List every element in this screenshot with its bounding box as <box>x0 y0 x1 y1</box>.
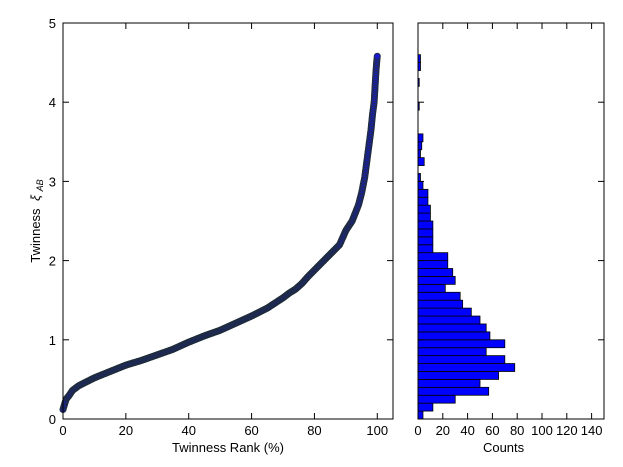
histogram-bar <box>417 291 461 301</box>
histogram-bar <box>417 299 464 309</box>
x-tick-label: 40 <box>460 423 474 438</box>
x-tick-label: 40 <box>181 423 195 438</box>
scatter-points <box>59 52 381 413</box>
histogram-bar <box>417 331 491 341</box>
histogram-bar <box>417 371 499 380</box>
histogram-bar <box>417 141 423 151</box>
scatter-point <box>373 52 381 60</box>
y-tick-label: 3 <box>49 174 56 189</box>
histogram-bar <box>417 347 487 357</box>
histogram-bar <box>417 323 487 333</box>
histogram-bar <box>417 355 506 364</box>
x-tick-label: 120 <box>556 423 578 438</box>
histogram-bar <box>417 188 429 198</box>
histogram-bar <box>417 394 456 404</box>
histogram-bar <box>417 252 449 261</box>
x-tick-label: 80 <box>510 423 524 438</box>
histogram-bar <box>417 180 424 190</box>
x-tick-label: 100 <box>366 423 388 438</box>
scatter-y-axis-label: Twinness ξ AB <box>28 179 45 262</box>
histogram-bar <box>417 268 454 277</box>
histogram-axes-frame <box>417 22 605 420</box>
histogram-bar <box>417 228 434 238</box>
histogram-bar <box>417 307 472 317</box>
histogram-panel: 0 20 40 60 80 100 120 140 Counts <box>414 22 605 455</box>
y-tick-label: 4 <box>49 95 56 110</box>
histogram-bar <box>417 276 456 285</box>
histogram-bar <box>417 196 429 206</box>
y-tick-label: 0 <box>49 412 56 427</box>
histogram-bar <box>417 402 434 412</box>
x-tick-label: 140 <box>581 423 603 438</box>
histogram-bar <box>417 283 446 293</box>
x-tick-label: 20 <box>436 423 450 438</box>
scatter-axes-frame <box>62 22 394 420</box>
histogram-x-axis-label: Counts <box>483 440 525 455</box>
scatter-panel: 0 1 2 3 4 5 0 20 40 60 80 100 Twinness Rank (%) Twi… <box>28 16 394 455</box>
histogram-bar <box>417 204 431 214</box>
x-tick-label: 60 <box>485 423 499 438</box>
histogram-bar <box>417 212 431 222</box>
x-tick-label: 60 <box>244 423 258 438</box>
histogram-bar <box>417 260 449 269</box>
y-axis-label-text: Twinness <box>28 208 43 263</box>
histogram-bar <box>417 410 424 420</box>
y-tick-label: 1 <box>49 333 56 348</box>
histogram-bar <box>417 133 424 143</box>
histogram-bar <box>417 339 506 349</box>
y-tick-label: 5 <box>49 16 56 31</box>
histogram-bar <box>417 386 490 396</box>
histogram-bar <box>417 236 434 246</box>
scatter-x-axis-label: Twinness Rank (%) <box>172 440 284 455</box>
x-tick-label: 20 <box>119 423 133 438</box>
histogram-bar <box>417 315 481 325</box>
histogram-bar <box>417 220 434 230</box>
histogram-bar <box>417 378 481 388</box>
histogram-bar <box>417 363 516 372</box>
x-tick-label: 80 <box>307 423 321 438</box>
histogram-bars <box>417 54 516 420</box>
histogram-bar <box>417 244 434 254</box>
y-axis-label-symbol: ξ <box>28 194 43 201</box>
y-tick-label: 2 <box>49 254 56 269</box>
y-axis-label-subscript: AB <box>35 179 45 192</box>
x-tick-label: 0 <box>59 423 66 438</box>
x-tick-label: 0 <box>414 423 421 438</box>
histogram-bar <box>417 157 425 166</box>
x-tick-label: 100 <box>531 423 553 438</box>
